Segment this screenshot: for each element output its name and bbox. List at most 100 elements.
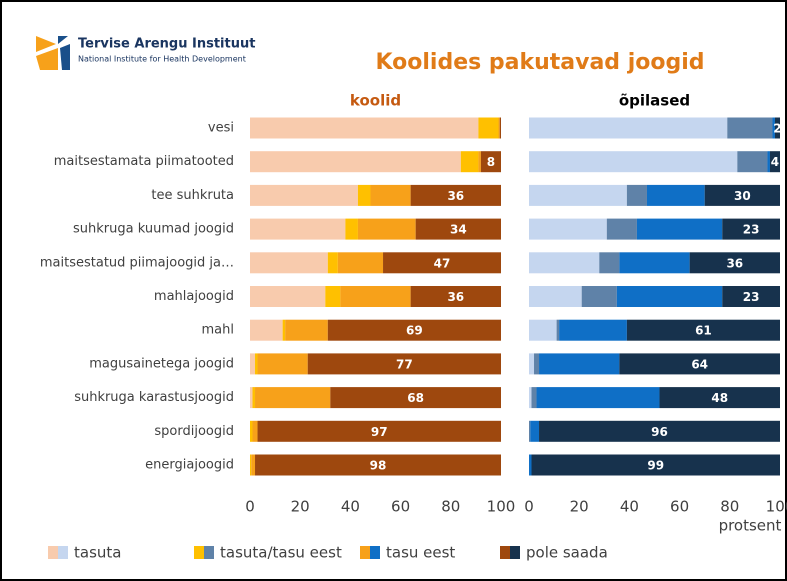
bar-segment bbox=[357, 184, 371, 206]
x-tick-label: 0 bbox=[524, 498, 534, 516]
bar-segment bbox=[499, 117, 501, 139]
bar-segment bbox=[646, 184, 705, 206]
bar-segment bbox=[250, 454, 252, 476]
bar-segment bbox=[345, 218, 358, 240]
category-label: energiajoogid bbox=[145, 458, 234, 473]
bar-segment bbox=[774, 117, 780, 139]
legend-swatch bbox=[360, 546, 370, 559]
data-label: 2 bbox=[773, 122, 781, 136]
bar-segment bbox=[250, 184, 358, 206]
legend-label: tasuta/tasu eest bbox=[220, 544, 342, 562]
bar-segment bbox=[252, 387, 256, 409]
bar-segment bbox=[626, 184, 647, 206]
x-tick-label: 20 bbox=[291, 498, 310, 516]
legend-swatch bbox=[48, 546, 58, 559]
bar-segment bbox=[478, 117, 499, 139]
legend-swatch bbox=[510, 546, 520, 559]
legend-swatch bbox=[500, 546, 510, 559]
bar-segment bbox=[722, 286, 780, 307]
legend-swatch bbox=[194, 546, 204, 559]
bar-segment bbox=[534, 353, 540, 375]
category-label: mahl bbox=[202, 323, 234, 338]
bar-segment bbox=[722, 218, 780, 240]
legend-label: pole saada bbox=[526, 544, 608, 562]
bar-segment bbox=[599, 252, 620, 274]
bar-segment bbox=[251, 454, 256, 476]
bar-segment bbox=[529, 387, 532, 409]
bar-segment bbox=[529, 319, 557, 341]
bar-segment bbox=[626, 319, 780, 341]
data-label: 34 bbox=[450, 223, 467, 237]
bar-segment bbox=[255, 387, 331, 409]
bar-segment bbox=[337, 252, 384, 274]
bar-segment bbox=[325, 286, 341, 307]
data-label: 36 bbox=[447, 189, 464, 203]
legend-label: tasu eest bbox=[386, 544, 455, 562]
bar-segment bbox=[581, 286, 617, 307]
bar-segment bbox=[539, 353, 620, 375]
panel-title: õpilased bbox=[619, 92, 690, 110]
data-label: 36 bbox=[447, 290, 464, 304]
bar-segment bbox=[478, 151, 481, 173]
x-tick-label: 20 bbox=[570, 498, 589, 516]
bar-segment bbox=[659, 387, 780, 409]
bar-segment bbox=[619, 353, 780, 375]
bar-segment bbox=[255, 454, 501, 476]
x-axis-label: protsent bbox=[719, 517, 782, 535]
bar-segment bbox=[536, 387, 660, 409]
data-label: 99 bbox=[647, 459, 664, 473]
bar-segment bbox=[737, 151, 768, 173]
bar-segment bbox=[559, 319, 627, 341]
category-label: mahlajoogid bbox=[154, 289, 234, 304]
bar-segment bbox=[250, 117, 479, 139]
bar-segment bbox=[556, 319, 560, 341]
bar-segment bbox=[285, 319, 328, 341]
bar-segment bbox=[529, 252, 600, 274]
data-label: 98 bbox=[370, 459, 387, 473]
x-tick-label: 60 bbox=[391, 498, 410, 516]
bar-segment bbox=[383, 252, 501, 274]
bar-segment bbox=[529, 184, 627, 206]
logo-name: Tervise Arengu Instituut bbox=[78, 37, 255, 52]
data-label: 64 bbox=[691, 357, 708, 371]
bar-segment bbox=[250, 353, 256, 375]
bar-segment bbox=[529, 286, 582, 307]
bar-segment bbox=[327, 252, 338, 274]
bar-segment bbox=[250, 286, 326, 307]
chart-title: Koolides pakutavad joogid bbox=[375, 50, 704, 75]
bar-segment bbox=[772, 117, 775, 139]
bar-segment bbox=[529, 353, 535, 375]
bar-segment bbox=[619, 252, 690, 274]
data-label: 47 bbox=[434, 256, 451, 270]
bar-segment bbox=[636, 218, 723, 240]
legend-label: tasuta bbox=[74, 544, 121, 562]
bar-segment bbox=[529, 420, 531, 442]
bar-segment bbox=[250, 420, 253, 442]
bar-segment bbox=[616, 286, 723, 307]
data-label: 4 bbox=[771, 155, 779, 169]
x-tick-label: 80 bbox=[441, 498, 460, 516]
bar-segment bbox=[250, 218, 346, 240]
bar-segment bbox=[255, 353, 258, 375]
bar-segment bbox=[250, 151, 461, 173]
data-label: 68 bbox=[407, 391, 424, 405]
bar-segment bbox=[539, 420, 780, 442]
data-label: 69 bbox=[406, 324, 423, 338]
bar-segment bbox=[410, 184, 501, 206]
bar-segment bbox=[529, 454, 532, 476]
x-tick-label: 0 bbox=[245, 498, 255, 516]
bar-segment bbox=[415, 218, 501, 240]
legend-swatch bbox=[204, 546, 214, 559]
category-label: maitsestatud piimajoogid ja… bbox=[40, 255, 234, 270]
legend-swatch bbox=[370, 546, 380, 559]
category-label: tee suhkruta bbox=[151, 188, 234, 203]
bar-segment bbox=[606, 218, 637, 240]
x-tick-label: 40 bbox=[620, 498, 639, 516]
data-label: 97 bbox=[371, 425, 388, 439]
bar-segment bbox=[250, 252, 328, 274]
bar-segment bbox=[689, 252, 780, 274]
x-tick-label: 40 bbox=[341, 498, 360, 516]
bar-segment bbox=[252, 420, 258, 442]
bar-segment bbox=[704, 184, 780, 206]
bar-segment bbox=[480, 151, 501, 173]
